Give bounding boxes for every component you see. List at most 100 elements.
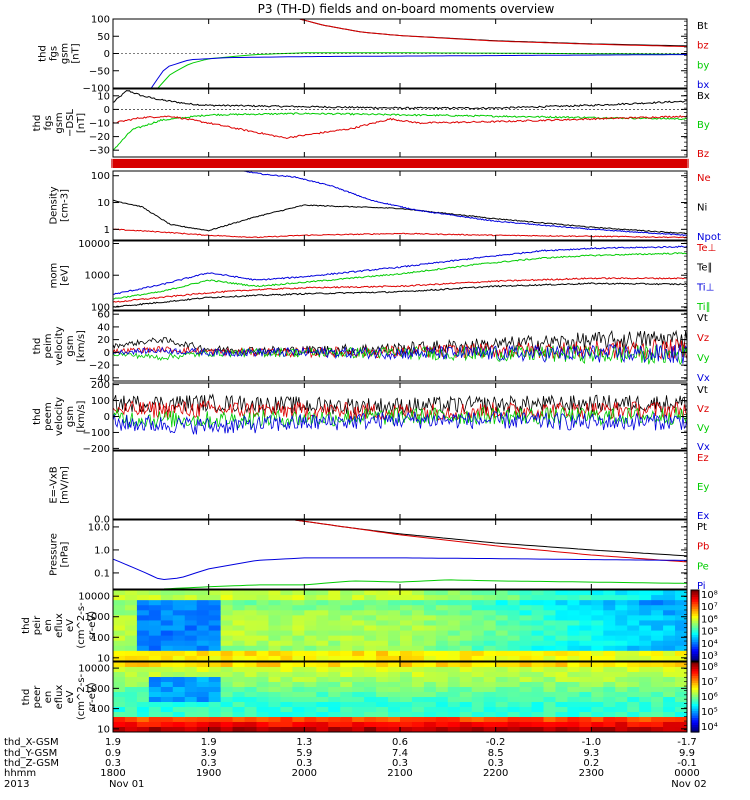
spectrogram-cell — [196, 645, 210, 652]
spectrogram-cell — [615, 682, 628, 688]
spectrogram-cell — [435, 717, 449, 723]
spectrogram-cell — [615, 625, 628, 632]
spectrogram-cell — [256, 630, 270, 637]
spectrogram-cell — [435, 712, 449, 718]
spectrogram-cell — [220, 717, 234, 723]
spectrogram-cell — [435, 722, 449, 728]
spectrogram-cell — [220, 625, 234, 632]
spectrogram-cell — [603, 620, 616, 627]
spectrogram-cell — [136, 640, 150, 647]
spectrogram-cell — [543, 717, 557, 723]
spectrogram-cell — [639, 595, 652, 601]
spectrogram-cell — [471, 650, 485, 657]
spectrogram-cell — [244, 630, 258, 637]
spectrogram-cell — [567, 655, 580, 661]
spectrogram-cell — [663, 687, 676, 693]
spectrogram-cell — [352, 692, 365, 698]
spectrogram-cell — [591, 722, 604, 728]
spectrogram-cell — [531, 687, 545, 693]
spectrogram-cell — [113, 712, 126, 718]
spectrogram-cell — [316, 610, 329, 616]
spectrogram-cell — [280, 650, 293, 657]
colorbar-label: 10⁵ — [701, 707, 718, 718]
spectrogram-cell — [256, 655, 270, 661]
spectrogram-cell — [184, 727, 198, 732]
spectrogram-cell — [316, 667, 329, 673]
spectrogram-cell — [435, 590, 449, 596]
spectrogram-cell — [376, 655, 389, 661]
spectrogram-cell — [639, 620, 652, 627]
spectrogram-cell — [531, 600, 545, 606]
spectrogram-cell — [316, 645, 329, 652]
spectrogram-cell — [160, 625, 174, 632]
spectrogram-cell — [531, 692, 545, 698]
spectrogram-cell — [292, 630, 305, 637]
colorbar-step — [691, 599, 699, 603]
spectrogram-cell — [232, 722, 246, 728]
spectrogram-cell — [603, 687, 616, 693]
spectrogram-cell — [196, 600, 210, 606]
spectrogram-cell — [555, 630, 569, 637]
spectrogram-cell — [591, 727, 604, 732]
panel-frame — [112, 519, 688, 590]
spectrogram-cell — [136, 692, 150, 698]
spectrogram-cell — [663, 677, 676, 683]
spectrogram-cell — [376, 620, 389, 627]
spectrogram-cell — [268, 600, 282, 606]
spectrogram-cell — [148, 625, 162, 632]
spectrogram-cell — [244, 635, 258, 642]
spectrogram-cell — [459, 650, 473, 657]
spectrogram-cell — [196, 667, 210, 673]
spectrogram-cell — [304, 635, 317, 642]
spectrogram-cell — [304, 650, 317, 657]
spectrogram-cell — [376, 615, 389, 622]
spectrogram-cell — [423, 620, 437, 627]
spectrogram-cell — [160, 630, 174, 637]
spectrogram-cell — [364, 662, 377, 668]
colorbar-step — [691, 613, 699, 617]
spectrogram-cell — [519, 692, 533, 698]
spectrogram-cell — [543, 702, 557, 708]
spectrogram-cell — [304, 707, 317, 713]
colorbar-step — [691, 711, 699, 714]
spectrogram-cell — [531, 677, 545, 683]
spectrogram-cell — [124, 727, 138, 732]
spectrogram-cell — [136, 687, 150, 693]
spectrogram-cell — [663, 595, 676, 601]
footer-gsm-value: 9.3 — [583, 748, 599, 759]
spectrogram-cell — [124, 625, 138, 632]
spectrogram-cell — [172, 702, 186, 708]
spectrogram-cell — [136, 595, 150, 601]
spectrogram-cell — [256, 640, 270, 647]
x-tick-label: 2100 — [387, 768, 412, 779]
spectrogram-cell — [328, 595, 341, 601]
spectrogram-cell — [268, 697, 282, 703]
spectrogram-cell — [435, 635, 449, 642]
spectrogram-cell — [184, 605, 198, 611]
spectrogram-cell — [543, 682, 557, 688]
spectrogram-cell — [376, 630, 389, 637]
spectrogram-cell — [579, 615, 592, 622]
spectrogram-cell — [591, 702, 604, 708]
spectrogram-cell — [316, 712, 329, 718]
spectrogram-cell — [459, 672, 473, 678]
legend-entry: by — [697, 60, 709, 71]
spectrogram-cell — [172, 697, 186, 703]
spectrogram-cell — [352, 722, 365, 728]
y-axis-label: [km/s] — [76, 400, 87, 432]
spectrogram-cell — [244, 702, 258, 708]
y-axis-label: gsm — [54, 112, 65, 133]
spectrogram-cell — [256, 722, 270, 728]
y-tick-label: 1000 — [85, 612, 110, 623]
colorbar-label: 10⁵ — [701, 627, 718, 638]
spectrogram-cell — [196, 630, 210, 637]
spectrogram-cell — [148, 615, 162, 622]
spectrogram-cell — [244, 707, 258, 713]
spectrogram-cell — [196, 697, 210, 703]
spectrogram-cell — [591, 712, 604, 718]
spectrogram-cell — [579, 630, 592, 637]
spectrogram-cell — [615, 635, 628, 642]
spectrogram-cell — [376, 692, 389, 698]
spectrogram-cell — [447, 707, 461, 713]
spectrogram-cell — [495, 687, 509, 693]
